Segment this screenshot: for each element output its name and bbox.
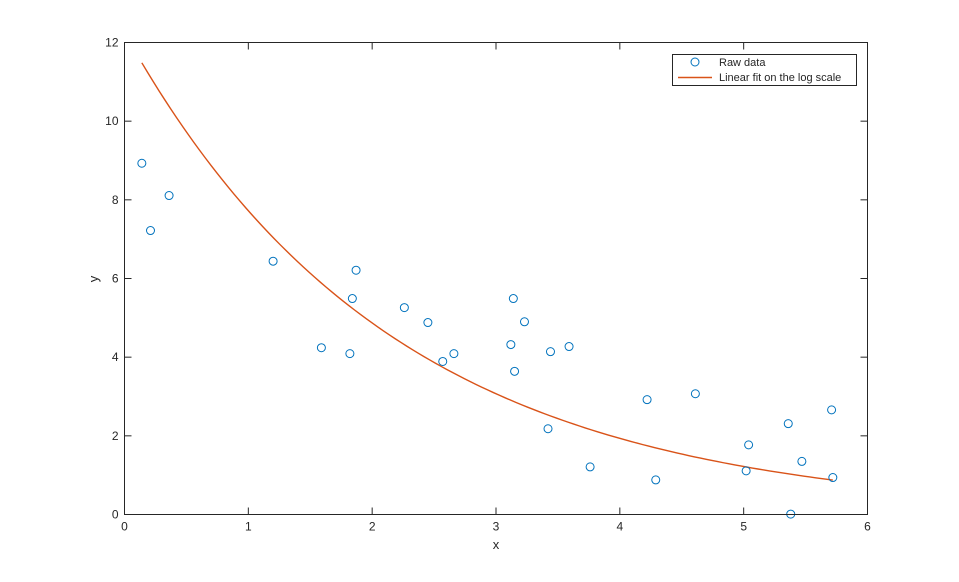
data-point-6: [347, 294, 357, 304]
plot-area: [124, 42, 868, 515]
data-point-16: [543, 424, 553, 434]
data-point-3: [268, 256, 278, 266]
data-point-17: [545, 347, 555, 357]
data-point-24: [744, 440, 754, 450]
data-point-14: [510, 366, 520, 376]
y-tick-label: 12: [105, 36, 119, 50]
data-point-27: [797, 456, 807, 466]
data-point-20: [642, 395, 652, 405]
data-point-19: [585, 462, 595, 472]
x-tick-label: 6: [864, 520, 871, 534]
data-point-25: [783, 419, 793, 429]
data-point-11: [449, 349, 459, 359]
y-tick-label: 2: [112, 429, 119, 443]
data-point-13: [508, 294, 518, 304]
y-tick-label: 8: [112, 193, 119, 207]
legend: Raw data Linear fit on the log scale: [672, 54, 857, 86]
data-point-23: [741, 466, 751, 476]
x-tick-label: 2: [369, 520, 376, 534]
x-tick-label: 5: [740, 520, 747, 534]
y-tick-label: 4: [112, 350, 119, 364]
data-point-10: [438, 356, 448, 366]
legend-box: [672, 54, 857, 86]
x-axis-ticks: 0 1 2 3 4 5 6: [121, 42, 871, 534]
data-point-8: [399, 303, 409, 313]
data-point-9: [423, 318, 433, 328]
data-point-12: [506, 340, 516, 350]
data-point-1: [146, 226, 155, 236]
legend-fit-label: Linear fit on the log scale: [719, 72, 841, 84]
data-point-5: [345, 349, 355, 359]
x-axis-label: x: [493, 537, 500, 552]
data-point-28: [827, 405, 837, 415]
x-tick-label: 3: [493, 520, 500, 534]
y-axis-ticks: 0 2 4 6 8 10 12: [105, 36, 868, 522]
data-point-15: [519, 317, 529, 327]
legend-raw-label: Raw data: [719, 57, 766, 69]
legend-raw-marker: [690, 57, 700, 67]
data-point-21: [651, 475, 661, 485]
fit-layer: [141, 62, 833, 481]
data-point-29: [828, 473, 838, 483]
x-tick-label: 4: [616, 520, 623, 534]
data-point-7: [351, 265, 361, 275]
x-tick-label: 1: [245, 520, 252, 534]
data-point-4: [316, 343, 326, 353]
data-point-18: [564, 342, 574, 352]
x-tick-label: 0: [121, 520, 128, 534]
y-tick-label: 6: [112, 272, 119, 286]
y-tick-label: 10: [105, 114, 119, 128]
fit-line: [141, 62, 833, 481]
points-layer: [137, 158, 838, 519]
y-axis-label: y: [86, 275, 101, 282]
data-point-0: [137, 158, 147, 168]
data-point-22: [690, 389, 700, 399]
y-tick-label: 0: [112, 508, 119, 522]
data-point-2: [164, 191, 174, 201]
